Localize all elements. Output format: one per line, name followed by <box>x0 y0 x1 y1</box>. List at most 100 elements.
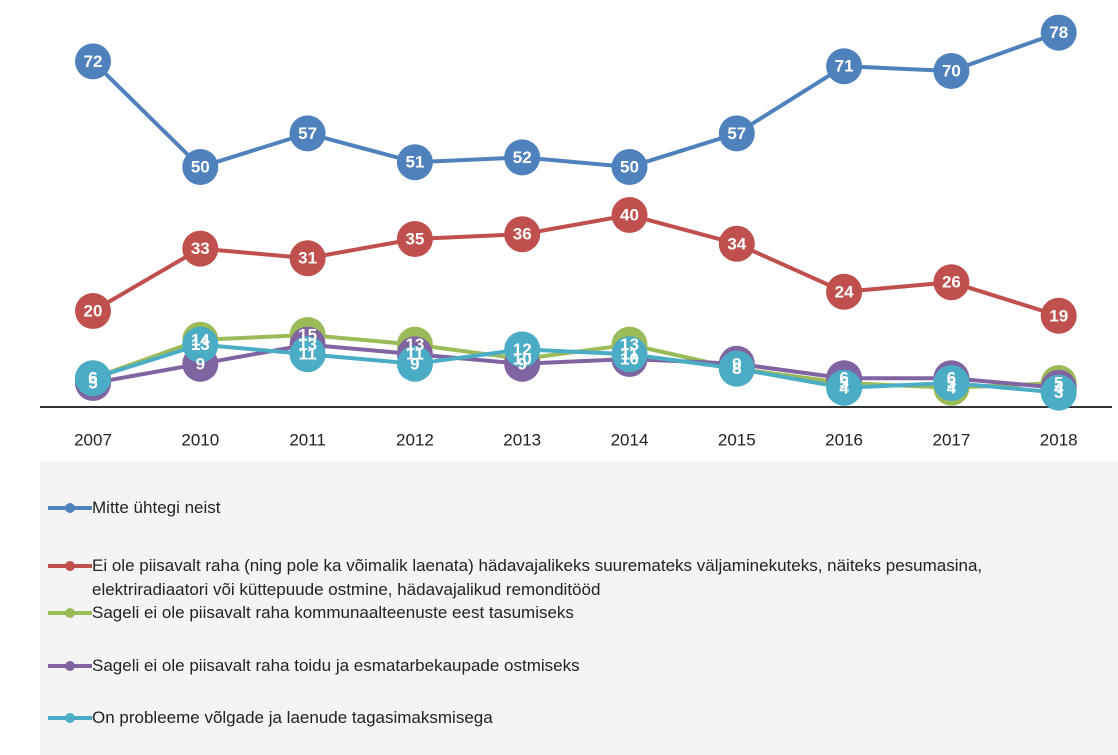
data-label: 24 <box>835 282 854 301</box>
data-label: 10 <box>513 349 532 368</box>
data-label: 72 <box>84 52 103 71</box>
data-label: 26 <box>942 273 961 292</box>
data-label: 20 <box>84 301 103 320</box>
data-label: 8 <box>732 359 741 378</box>
legend-label: Ei ole piisavalt raha (ning pole ka võim… <box>92 556 983 599</box>
data-label: 5 <box>839 373 848 392</box>
legend-marker <box>65 713 75 723</box>
data-point <box>396 221 433 257</box>
data-point <box>1040 374 1077 411</box>
data-label: 6 <box>88 369 97 388</box>
data-point <box>826 369 863 406</box>
data-label: 8 <box>732 359 741 378</box>
x-tick-label: 2007 <box>74 430 112 449</box>
x-tick-label: 2013 <box>503 430 541 449</box>
x-tick-label: 2012 <box>396 430 434 449</box>
data-point <box>75 43 111 80</box>
data-point <box>1040 14 1077 51</box>
data-point <box>75 360 111 397</box>
data-label: 50 <box>191 157 210 176</box>
data-label: 11 <box>299 345 317 364</box>
data-point <box>933 53 970 89</box>
data-label: 13 <box>298 335 317 354</box>
legend-label: Sageli ei ole piisavalt raha kommunaalte… <box>92 603 574 622</box>
data-label: 4 <box>947 378 957 397</box>
data-point <box>504 139 541 176</box>
series-line <box>92 342 1059 390</box>
data-label: 9 <box>410 354 419 373</box>
data-label: 36 <box>513 225 532 244</box>
data-label: 13 <box>620 335 639 354</box>
data-label: 5 <box>88 373 97 392</box>
data-label: 10 <box>620 349 639 368</box>
series-line <box>92 342 1059 395</box>
data-point <box>289 336 326 373</box>
x-tick-label: 2011 <box>289 430 326 449</box>
data-label: 11 <box>621 345 639 364</box>
data-point <box>396 345 433 382</box>
data-label: 5 <box>947 373 956 392</box>
data-label: 31 <box>298 249 317 268</box>
data-label: 9 <box>196 354 205 373</box>
legend-marker <box>65 608 75 618</box>
legend-marker <box>65 561 75 571</box>
data-label: 15 <box>298 325 317 344</box>
data-label: 6 <box>947 369 956 388</box>
data-point <box>718 350 755 387</box>
data-label: 13 <box>405 335 424 354</box>
data-point <box>718 115 755 152</box>
data-point <box>504 216 541 253</box>
data-label: 33 <box>191 239 210 258</box>
data-point <box>718 225 755 262</box>
data-point <box>933 365 970 401</box>
data-label: 6 <box>88 369 97 388</box>
data-point <box>826 273 863 310</box>
data-label: 19 <box>1049 306 1068 325</box>
x-tick-label: 2014 <box>611 430 649 449</box>
data-point <box>289 115 326 152</box>
data-label: 11 <box>406 345 424 364</box>
data-label: 6 <box>839 369 848 388</box>
data-label: 13 <box>191 335 210 354</box>
data-label: 35 <box>405 229 424 248</box>
x-tick-label: 2010 <box>181 430 219 449</box>
data-point <box>75 293 111 329</box>
data-label: 50 <box>620 157 639 176</box>
series-line <box>91 30 1060 170</box>
data-label: 4 <box>839 378 849 397</box>
data-point <box>504 331 541 368</box>
legend-label: Sageli ei ole piisavalt raha toidu ja es… <box>92 656 580 675</box>
data-label: 51 <box>405 153 424 172</box>
x-tick-label: 2015 <box>718 430 756 449</box>
data-point <box>289 240 326 277</box>
legend-background <box>40 462 1118 755</box>
data-label: 40 <box>620 205 639 224</box>
legend-marker <box>65 503 75 513</box>
data-label: 12 <box>513 340 532 359</box>
data-label: 3 <box>1054 383 1063 402</box>
data-point <box>396 144 433 181</box>
data-point <box>182 230 219 267</box>
data-label: 5 <box>1054 373 1063 392</box>
legend-label: On probleeme võlgade ja laenude tagasima… <box>92 708 493 727</box>
data-point <box>826 48 863 85</box>
data-label: 14 <box>191 330 210 349</box>
data-label: 34 <box>727 234 746 253</box>
data-point <box>182 149 219 185</box>
data-label: 71 <box>835 57 854 76</box>
data-point <box>182 326 219 363</box>
data-point <box>611 149 648 185</box>
data-label: 9 <box>732 354 741 373</box>
series-line <box>91 212 1060 318</box>
data-point <box>611 197 648 233</box>
data-label: 70 <box>942 61 961 80</box>
data-point <box>933 264 970 301</box>
data-point <box>611 336 648 373</box>
data-point <box>1040 297 1077 334</box>
data-label: 78 <box>1049 23 1068 42</box>
legend-label: Mitte ühtegi neist <box>92 498 221 517</box>
legend-marker <box>65 661 75 671</box>
x-tick-label: 2018 <box>1040 430 1078 449</box>
